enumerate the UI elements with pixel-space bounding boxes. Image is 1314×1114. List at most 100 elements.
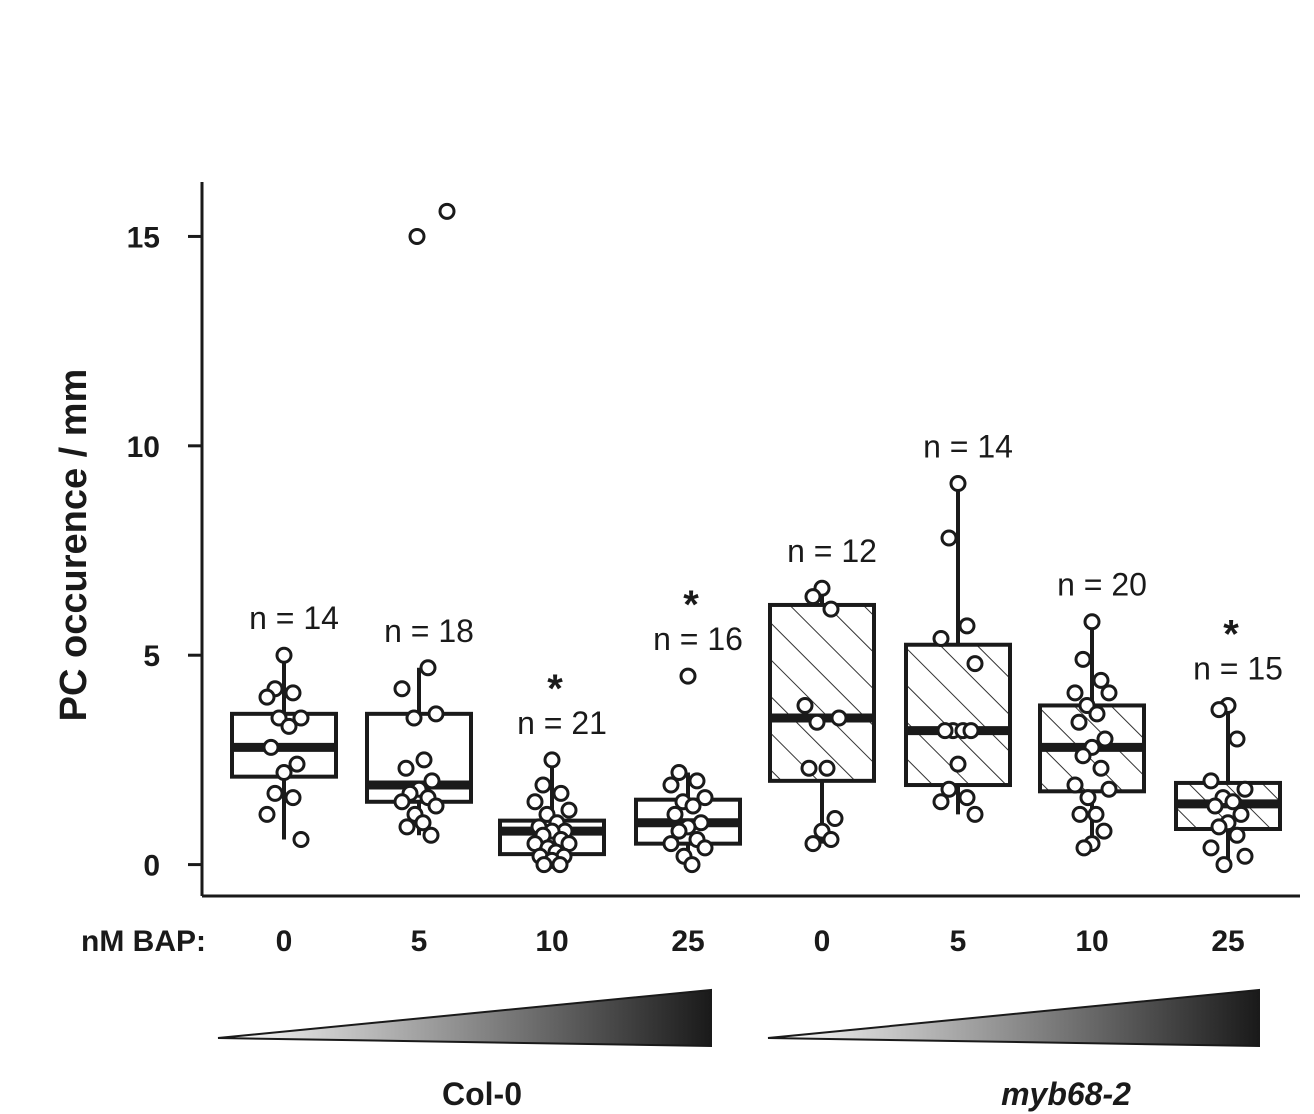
data-point <box>280 717 298 735</box>
y-ticks: 0 5 10 15 <box>127 221 202 883</box>
data-point <box>438 202 456 220</box>
data-point <box>1074 650 1092 668</box>
box-outline <box>904 642 1012 788</box>
data-point <box>1083 613 1101 631</box>
concentration-wedge <box>767 988 1260 1048</box>
n-count-label: n = 21 <box>517 705 607 741</box>
data-point <box>1092 759 1110 777</box>
x-tick-label: 5 <box>411 925 428 958</box>
data-point <box>423 772 441 790</box>
data-point <box>662 776 680 794</box>
data-point <box>1087 805 1105 823</box>
data-point <box>1100 780 1118 798</box>
data-point <box>666 805 684 823</box>
data-point <box>949 755 967 773</box>
group-label: myb68-2 <box>1001 1076 1131 1112</box>
data-point <box>796 696 814 714</box>
data-point <box>397 759 415 777</box>
data-point <box>940 529 958 547</box>
data-point <box>1095 822 1113 840</box>
data-point <box>1215 856 1233 874</box>
data-point <box>422 826 440 844</box>
data-point <box>800 759 818 777</box>
data-point <box>804 835 822 853</box>
data-point <box>1074 747 1092 765</box>
data-point <box>679 667 697 685</box>
data-point <box>940 780 958 798</box>
data-point <box>1232 805 1250 823</box>
data-point <box>1210 701 1228 719</box>
n-count-label: n = 15 <box>1193 650 1283 686</box>
data-point <box>534 776 552 794</box>
data-point <box>1092 671 1110 689</box>
data-point <box>1202 839 1220 857</box>
data-point <box>288 755 306 773</box>
data-point <box>932 793 950 811</box>
n-count-label: n = 14 <box>249 600 339 636</box>
data-point <box>670 822 688 840</box>
x-axis-prefix-label: nM BAP: <box>81 925 206 958</box>
data-point <box>936 722 954 740</box>
data-point <box>808 713 826 731</box>
data-point <box>683 856 701 874</box>
concentration-wedge <box>217 988 712 1048</box>
box-group: n = 12 <box>768 533 877 853</box>
significance-star: * <box>547 667 563 711</box>
x-tick-label: 5 <box>950 925 967 958</box>
data-point <box>284 684 302 702</box>
data-point <box>822 600 840 618</box>
box-group: n = 20 <box>1038 567 1147 857</box>
data-point <box>684 797 702 815</box>
data-point <box>688 772 706 790</box>
data-point <box>1228 826 1246 844</box>
data-point <box>551 856 569 874</box>
x-ticks: 0 5 10 25 0 5 10 25 <box>276 925 1245 958</box>
data-point <box>398 818 416 836</box>
n-count-label: n = 14 <box>923 429 1013 465</box>
data-point <box>662 835 680 853</box>
x-tick-label: 0 <box>814 925 831 958</box>
n-count-label: n = 16 <box>653 621 743 657</box>
n-count-label: n = 12 <box>787 533 877 569</box>
significance-star: * <box>683 583 699 627</box>
box-group: n = 14 <box>904 429 1013 823</box>
group-labels: Col-0 myb68-2 <box>442 1076 1131 1112</box>
data-point <box>1096 730 1114 748</box>
data-point <box>1100 684 1118 702</box>
data-point <box>1206 797 1224 815</box>
x-tick-label: 25 <box>1211 925 1244 958</box>
data-point <box>258 688 276 706</box>
data-point <box>415 751 433 769</box>
data-point <box>966 655 984 673</box>
data-point <box>535 856 553 874</box>
box-hatch <box>770 604 874 781</box>
data-point <box>393 793 411 811</box>
data-point <box>1236 780 1254 798</box>
data-point <box>1224 793 1242 811</box>
data-point <box>414 814 432 832</box>
box-group: n = 14 <box>230 600 339 848</box>
y-tick-label: 0 <box>143 850 160 883</box>
data-point <box>1070 713 1088 731</box>
data-point <box>275 763 293 781</box>
data-point <box>818 759 836 777</box>
concentration-gradients <box>217 988 1260 1048</box>
data-point <box>1210 818 1228 836</box>
data-point <box>1066 776 1084 794</box>
data-point <box>826 810 844 828</box>
data-point <box>419 659 437 677</box>
data-point <box>1066 684 1084 702</box>
data-point <box>1228 730 1246 748</box>
box-group: n = 18 <box>365 202 474 844</box>
data-point <box>292 709 310 727</box>
data-point <box>822 830 840 848</box>
data-point <box>393 680 411 698</box>
data-point <box>1079 789 1097 807</box>
data-point <box>262 738 280 756</box>
data-point <box>670 763 688 781</box>
data-point <box>1236 847 1254 865</box>
data-point <box>949 475 967 493</box>
data-point <box>526 793 544 811</box>
data-point <box>830 709 848 727</box>
